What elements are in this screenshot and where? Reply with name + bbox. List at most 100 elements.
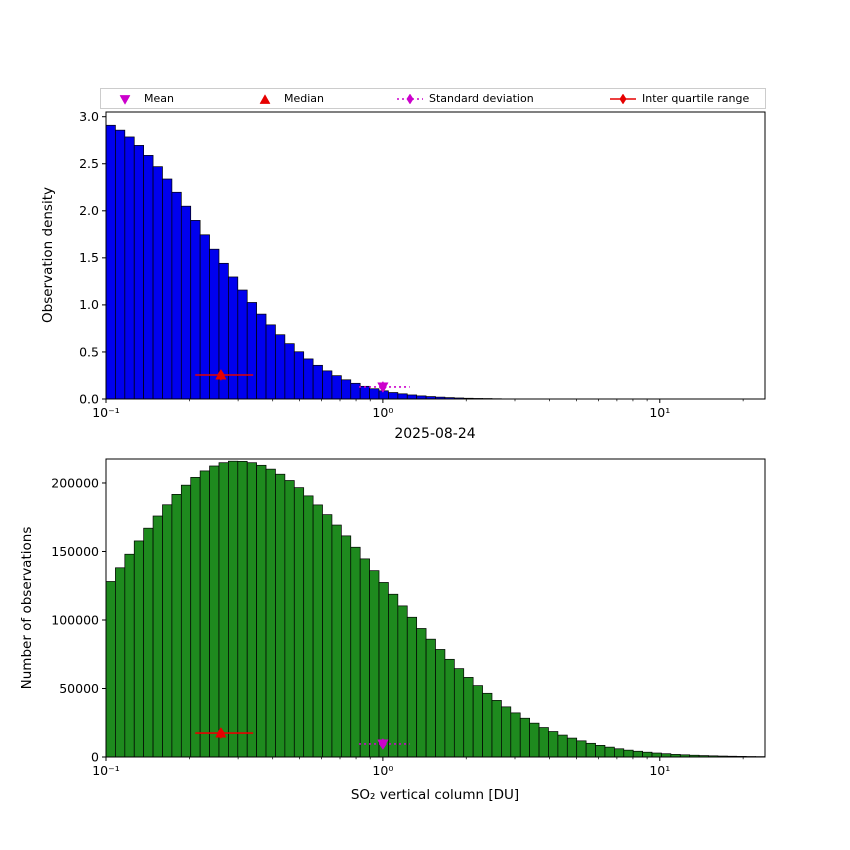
histogram-bar (453, 668, 465, 758)
histogram-bar (246, 302, 257, 400)
date-title: 2025-08-24 (394, 426, 476, 442)
histogram-bar (378, 582, 389, 758)
histogram-bar (425, 638, 436, 758)
y-tick-label: 1.5 (79, 250, 99, 265)
y-tick-label: 0.0 (79, 391, 99, 406)
histogram-bar (548, 731, 559, 758)
histogram-bar (162, 504, 173, 758)
histogram-bar (614, 748, 625, 758)
histogram-bar (284, 480, 295, 758)
legend-label: Median (284, 92, 325, 105)
histogram-bar (124, 136, 135, 400)
histogram-bar (303, 358, 314, 400)
histogram-bar (557, 734, 568, 758)
y-axis-label-observation-density: Observation density (40, 187, 56, 323)
histogram-bar (642, 751, 653, 758)
y-tick-label: 1.0 (79, 297, 99, 312)
y-tick-label: 3.0 (79, 109, 99, 124)
histogram-bar (293, 351, 305, 400)
y-tick-label: 100000 (51, 612, 99, 627)
x-tick-label: 10⁰ (372, 763, 393, 778)
histogram-bar (529, 722, 540, 758)
y-axis-label-number-of-observations: Number of observations (19, 526, 35, 690)
histogram-bar (303, 495, 314, 758)
histogram-bar (331, 524, 342, 758)
histogram-bar (237, 289, 248, 400)
y-tick-label: 50000 (59, 681, 99, 696)
histogram-bar (105, 124, 116, 400)
histogram-bar (152, 166, 163, 400)
histogram-bar (501, 706, 512, 758)
histogram-bar (406, 394, 418, 400)
bottom-y-axis: 0 50000 100000 150000 200000 (51, 475, 106, 764)
histogram-bar (331, 375, 342, 400)
histogram-bar (190, 220, 201, 400)
top-stat-markers (195, 369, 410, 393)
histogram-bar (246, 462, 257, 758)
x-tick-label: 10⁰ (372, 405, 393, 420)
legend-label: Standard deviation (429, 92, 534, 105)
histogram-bar (199, 470, 210, 758)
diamond-dotted-icon (397, 93, 423, 104)
iqr-marker (217, 727, 225, 739)
std-marker (379, 380, 387, 393)
histogram-bar (312, 504, 323, 758)
histogram-bar (519, 717, 530, 758)
triangle-up-icon (259, 93, 271, 104)
histogram-bar (369, 388, 380, 400)
histogram-bar (350, 382, 361, 400)
histogram-bar (538, 727, 549, 758)
y-tick-label: 150000 (51, 544, 99, 559)
legend-item-inter-quartile-range: Inter quartile range (609, 89, 749, 108)
histogram-bar (359, 558, 370, 758)
histogram-bar (256, 464, 267, 758)
histogram-bar (566, 737, 578, 758)
histogram-bar (369, 570, 380, 758)
histogram-bar (463, 677, 474, 758)
y-tick-label: 0.5 (79, 344, 99, 359)
histogram-bar (388, 593, 399, 758)
histogram-bar (228, 460, 239, 758)
histogram-bar (275, 473, 286, 758)
histogram-bar (275, 334, 286, 400)
histogram-bar (228, 276, 239, 400)
histogram-bar (576, 740, 587, 758)
triangle-down-icon (119, 94, 131, 105)
bottom-histogram (105, 460, 766, 758)
histogram-bar (133, 145, 145, 400)
histogram-bar (604, 746, 615, 758)
histogram-bar (397, 605, 408, 758)
histogram-bar (388, 392, 399, 400)
histogram-bar (322, 370, 333, 400)
histogram-bar (482, 692, 493, 758)
legend-item-median: Median (251, 89, 324, 108)
x-tick-label: 10⁻¹ (92, 405, 120, 420)
histogram-bar (312, 364, 323, 400)
histogram-bar (378, 390, 389, 400)
histogram-bar (209, 465, 220, 758)
panel-bottom: 10⁻¹ 10⁰ 10¹ 0 50000 100000 150000 200000 (51, 458, 766, 778)
x-tick-label: 10¹ (649, 763, 670, 778)
bottom-stat-markers (195, 727, 410, 750)
histogram-bar (190, 477, 201, 758)
legend-item-mean: Mean (111, 89, 174, 108)
axes-frame (105, 458, 766, 758)
histogram-bar (651, 752, 662, 758)
histogram-bar (171, 494, 182, 758)
histogram-bar (416, 628, 427, 758)
histogram-bar (133, 540, 145, 758)
legend-item-standard-deviation: Standard deviation (396, 89, 534, 108)
histogram-bar (284, 343, 295, 400)
histogram-bar (472, 685, 483, 758)
histogram-bar (341, 379, 352, 400)
histogram-bar (265, 324, 276, 400)
x-tick-label: 10¹ (649, 405, 670, 420)
histogram-bar (341, 535, 352, 758)
bottom-x-axis: 10⁻¹ 10⁰ 10¹ (92, 757, 744, 778)
top-y-axis: 0.0 0.5 1.0 1.5 2.0 2.5 3.0 (79, 109, 106, 406)
histogram-bar (143, 155, 154, 400)
legend-diamond (619, 93, 627, 104)
y-tick-label: 0 (91, 749, 99, 764)
histogram-bar (152, 515, 163, 758)
